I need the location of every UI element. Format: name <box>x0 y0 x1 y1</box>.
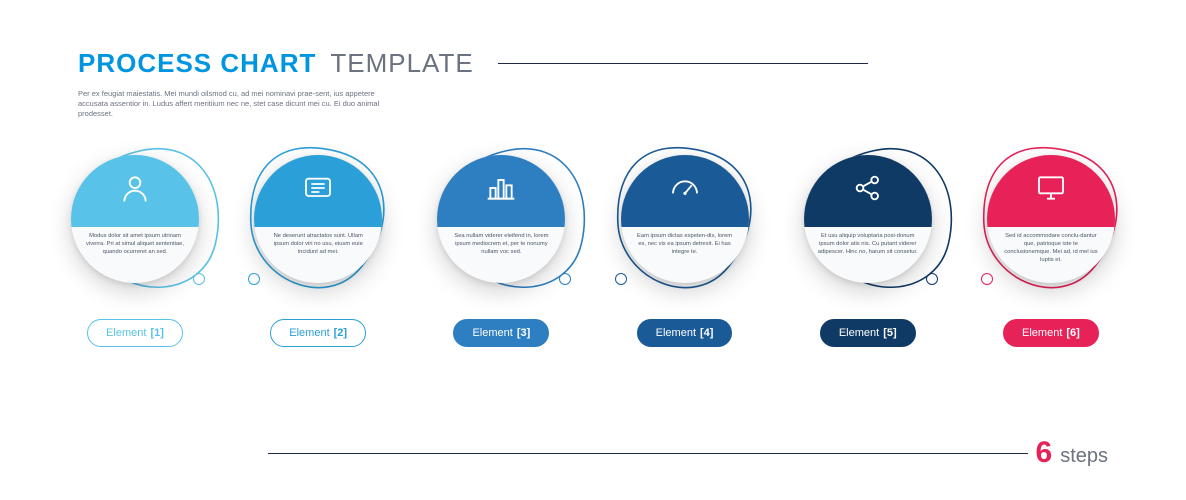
pill-number: [6] <box>1066 327 1079 339</box>
monitor-icon <box>1035 172 1067 209</box>
step-disc: Modus dolor sit amet ipsum utrinam viver… <box>71 155 199 283</box>
element-pill-4[interactable]: Element [4] <box>637 319 733 347</box>
step-6: Sed id accommodare conclu-dantur que, pa… <box>971 155 1131 347</box>
step-body-text: Ne deserunt atractatos sunt. Ullam ipsum… <box>254 227 382 283</box>
pill-label: Element <box>106 327 146 339</box>
chat-icon <box>302 172 334 209</box>
element-pill-1[interactable]: Element [1] <box>87 319 183 347</box>
title-bold: PROCESS CHART <box>78 48 316 79</box>
element-pill-5[interactable]: Element [5] <box>820 319 916 347</box>
chart-icon-wrap <box>437 155 565 227</box>
step-4: Eam ipsum dictas expeten-dis, lorem es, … <box>605 155 765 347</box>
pill-label: Element <box>289 327 329 339</box>
element-pill-6[interactable]: Element [6] <box>1003 319 1099 347</box>
person-icon-wrap <box>71 155 199 227</box>
header: PROCESS CHART TEMPLATE Per ex feugiat ma… <box>78 48 1108 119</box>
pill-label: Element <box>1022 327 1062 339</box>
share-icon <box>852 172 884 209</box>
title-rule <box>498 63 868 64</box>
pill-label: Element <box>839 327 879 339</box>
step-5: Et usu aliquip voluptaria posi-donum ips… <box>788 155 948 347</box>
element-pill-3[interactable]: Element [3] <box>453 319 549 347</box>
pill-number: [5] <box>883 327 896 339</box>
orbit-dot <box>926 273 938 285</box>
gauge-icon-wrap <box>621 155 749 227</box>
step-body-text: Sed id accommodare conclu-dantur que, pa… <box>987 227 1115 283</box>
step-2: Ne deserunt atractatos sunt. Ullam ipsum… <box>238 155 398 347</box>
step-3: Sea nullam viderer eleifend in, lorem ip… <box>421 155 581 347</box>
footer-label: steps <box>1060 445 1108 468</box>
pill-number: [4] <box>700 327 713 339</box>
pill-label: Element <box>656 327 696 339</box>
step-disc: Sea nullam viderer eleifend in, lorem ip… <box>437 155 565 283</box>
step-body-text: Sea nullam viderer eleifend in, lorem ip… <box>437 227 565 283</box>
footer: 6 steps <box>268 436 1109 470</box>
gauge-icon <box>669 172 701 209</box>
step-disc: Ne deserunt atractatos sunt. Ullam ipsum… <box>254 155 382 283</box>
pill-number: [2] <box>334 327 347 339</box>
step-body-text: Eam ipsum dictas expeten-dis, lorem es, … <box>621 227 749 283</box>
element-pill-2[interactable]: Element [2] <box>270 319 366 347</box>
orbit-dot <box>615 273 627 285</box>
monitor-icon-wrap <box>987 155 1115 227</box>
step-disc: Eam ipsum dictas expeten-dis, lorem es, … <box>621 155 749 283</box>
pill-number: [1] <box>150 327 163 339</box>
steps-row: Modus dolor sit amet ipsum utrinam viver… <box>55 155 1131 347</box>
footer-count: 6 <box>1036 436 1053 470</box>
step-body-text: Modus dolor sit amet ipsum utrinam viver… <box>71 227 199 283</box>
chat-icon-wrap <box>254 155 382 227</box>
orbit-dot <box>248 273 260 285</box>
footer-rule <box>268 453 1028 454</box>
subtitle: Per ex feugiat maiestatis. Mei mundi oil… <box>78 89 398 119</box>
pill-label: Element <box>472 327 512 339</box>
orbit-dot <box>193 273 205 285</box>
share-icon-wrap <box>804 155 932 227</box>
title-light: TEMPLATE <box>330 48 473 79</box>
title-row: PROCESS CHART TEMPLATE <box>78 48 1108 79</box>
step-disc: Et usu aliquip voluptaria posi-donum ips… <box>804 155 932 283</box>
person-icon <box>119 172 151 209</box>
step-1: Modus dolor sit amet ipsum utrinam viver… <box>55 155 215 347</box>
orbit-dot <box>559 273 571 285</box>
step-body-text: Et usu aliquip voluptaria posi-donum ips… <box>804 227 932 283</box>
orbit-dot <box>981 273 993 285</box>
step-disc: Sed id accommodare conclu-dantur que, pa… <box>987 155 1115 283</box>
chart-icon <box>485 172 517 209</box>
pill-number: [3] <box>517 327 530 339</box>
